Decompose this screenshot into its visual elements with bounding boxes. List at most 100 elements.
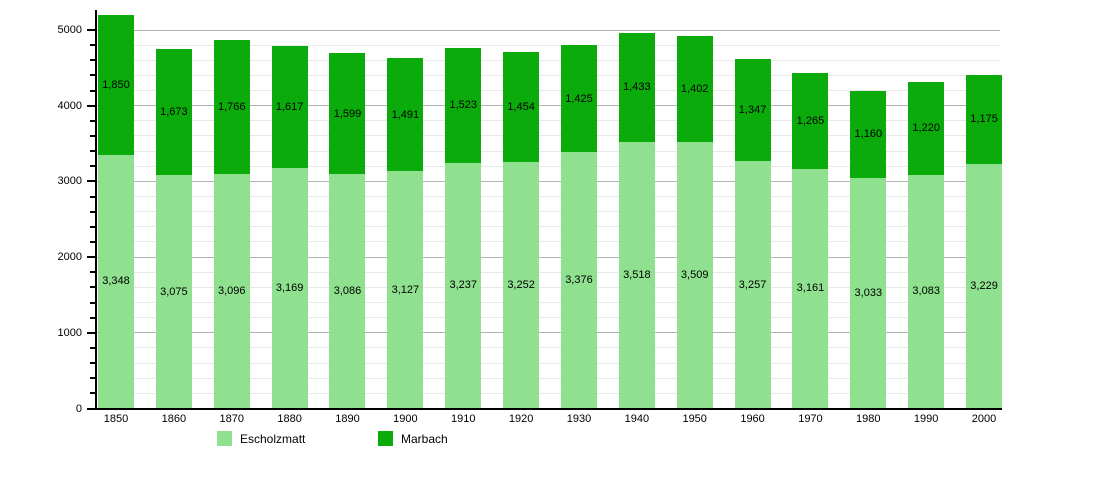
bar-value-label: 3,376 (565, 274, 593, 287)
bar-segment-marbach-1930 (560, 44, 597, 153)
bar-value-label: 3,229 (970, 279, 998, 292)
x-axis-label: 1900 (393, 413, 418, 425)
bar-segment-marbach-1850 (98, 14, 134, 155)
y-tick-minor (90, 286, 95, 289)
gridline-minor (97, 59, 1000, 61)
x-axis-label: 1990 (913, 413, 939, 425)
y-tick-minor (90, 134, 95, 137)
bar-value-label: 3,075 (160, 285, 188, 298)
y-tick-minor (90, 59, 95, 62)
bar-segment-marbach-1860 (155, 48, 192, 176)
y-tick-minor (90, 89, 95, 92)
x-axis-label: 1910 (450, 413, 476, 425)
bar-segment-escholzmatt-1950 (676, 142, 713, 408)
bar-value-label: 1,160 (854, 128, 883, 141)
bar-segment-marbach-1950 (676, 36, 713, 143)
gridline-minor (97, 241, 1000, 243)
bar-segment-marbach-1920 (503, 51, 540, 162)
bar-value-label: 3,096 (217, 284, 246, 297)
bar-value-label: 1,220 (912, 122, 940, 135)
bar-segment-marbach-1970 (792, 72, 829, 169)
gridline-minor (97, 347, 1000, 349)
bar-segment-escholzmatt-1960 (734, 161, 771, 408)
bar-segment-escholzmatt-1920 (503, 161, 540, 408)
gridline-minor (97, 165, 1000, 167)
x-axis-label: 1870 (219, 413, 244, 425)
gridline-minor (97, 302, 1000, 304)
y-tick-minor (90, 271, 95, 274)
gridline-minor (97, 120, 1000, 122)
y-tick-minor (90, 316, 95, 319)
x-axis-label: 1970 (798, 413, 823, 425)
y-tick-minor (90, 240, 95, 243)
bar-value-label: 3,169 (275, 282, 304, 295)
gridline-minor (97, 135, 1000, 137)
bar-segment-escholzmatt-1900 (387, 171, 424, 408)
bar-value-label: 3,348 (102, 275, 130, 288)
gridline-minor (97, 226, 1000, 228)
y-tick-major (87, 29, 95, 31)
y-axis-line (95, 10, 97, 410)
bar-value-label: 3,161 (796, 282, 825, 295)
y-tick-minor (90, 195, 95, 198)
y-tick-major (87, 331, 95, 334)
gridline-minor (97, 317, 1000, 319)
y-tick-minor (90, 150, 95, 153)
gridline-minor (97, 90, 1000, 92)
bar-value-label: 1,599 (333, 107, 362, 120)
y-axis-label: 5000 (57, 24, 82, 36)
bar-value-label: 1,425 (565, 92, 593, 105)
x-axis-label: 2000 (971, 413, 997, 425)
bar-segment-marbach-1900 (387, 58, 424, 172)
bar-segment-escholzmatt-1910 (445, 162, 482, 408)
gridline-minor (97, 196, 1000, 198)
gridline-minor (97, 271, 1000, 273)
bar-segment-escholzmatt-1990 (908, 174, 945, 408)
y-tick-minor (90, 301, 95, 304)
bar-segment-escholzmatt-1860 (155, 175, 192, 408)
bar-value-label: 1,265 (796, 114, 825, 127)
bar-segment-escholzmatt-2000 (966, 163, 1003, 408)
bar-value-label: 1,347 (738, 104, 767, 117)
x-axis-line (95, 408, 1002, 410)
bar-segment-escholzmatt-1890 (329, 174, 366, 408)
y-tick-minor (90, 210, 95, 213)
y-tick-major (87, 104, 95, 107)
y-axis-label: 3000 (57, 175, 82, 188)
y-tick-minor (90, 44, 95, 47)
bar-value-label: 3,033 (854, 287, 883, 300)
x-axis-label: 1860 (161, 413, 187, 425)
bar-segment-marbach-2000 (966, 74, 1003, 164)
y-tick-major (87, 180, 95, 183)
bar-value-label: 3,252 (507, 278, 535, 291)
bar-value-label: 1,617 (275, 100, 304, 113)
bar-value-label: 3,257 (738, 278, 767, 291)
y-tick-minor (90, 377, 95, 380)
bar-value-label: 3,237 (449, 279, 477, 292)
bar-value-label: 1,673 (160, 105, 188, 118)
x-axis-label: 1930 (566, 413, 592, 425)
gridline-minor (97, 286, 1000, 288)
gridline-major (97, 256, 1000, 258)
bar-value-label: 3,083 (912, 285, 940, 298)
gridline-major (97, 29, 1000, 31)
x-axis-label: 1960 (740, 413, 765, 425)
gridline-major (97, 332, 1000, 334)
bar-value-label: 1,850 (102, 78, 130, 91)
gridline-minor (97, 362, 1000, 364)
y-axis-label: 4000 (57, 99, 82, 112)
y-axis-label: 1000 (57, 326, 82, 339)
x-axis-label: 1920 (508, 413, 534, 425)
gridline-minor (97, 377, 1000, 379)
bar-value-label: 1,402 (680, 83, 709, 96)
x-axis-label: 1950 (682, 413, 707, 425)
gridline-minor (97, 44, 1000, 46)
bar-value-label: 3,509 (680, 269, 709, 282)
bar-value-label: 1,175 (970, 113, 998, 126)
gridline-minor (97, 392, 1000, 394)
y-axis-label: 2000 (57, 251, 82, 264)
bar-value-label: 3,127 (391, 283, 420, 296)
gridline-major (97, 105, 1000, 107)
y-axis-label: 0 (75, 402, 82, 415)
